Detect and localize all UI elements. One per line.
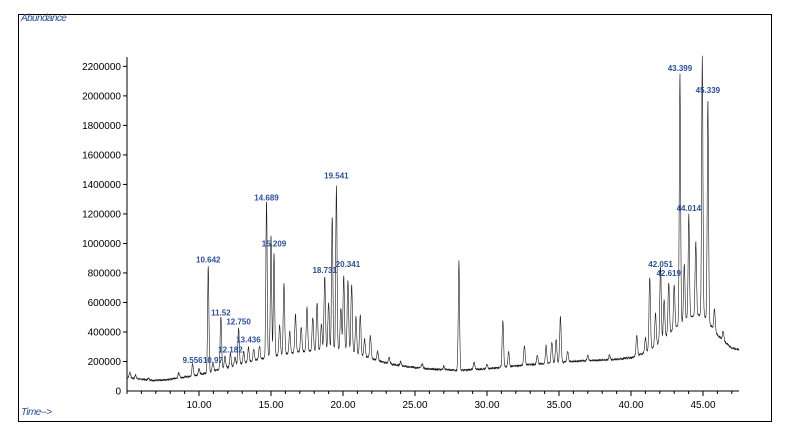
peak-label: 44.014: [677, 204, 702, 213]
peak-label: 13.436: [236, 335, 261, 344]
y-tick-label: 2200000: [82, 62, 121, 73]
peak-label: 18.731: [312, 266, 337, 275]
peak-label: 10.642: [196, 256, 221, 265]
x-axis-title: Time-->: [21, 407, 52, 418]
y-tick-label: 400000: [88, 327, 122, 338]
y-tick-label: 600000: [88, 298, 122, 309]
peak-label: 42.051: [648, 260, 673, 269]
peak-label: 43.399: [668, 64, 693, 73]
x-tick-label: 45.00: [690, 400, 715, 411]
peak-label: 11.52: [211, 309, 231, 318]
peak-label: 9.556: [183, 356, 204, 365]
x-tick-label: 10.00: [186, 400, 211, 411]
chromatogram-plot: 200000 400000 600000 800000 1000000 1200000 14…: [82, 55, 740, 411]
peak-label: 12.750: [226, 318, 251, 327]
x-tick-label: 40.00: [618, 400, 643, 411]
peak-label: 10.97: [203, 356, 224, 365]
peak-label: 12.182: [218, 346, 243, 355]
y-tick-label: 1200000: [82, 209, 121, 220]
y-tick-label: 1600000: [82, 150, 121, 161]
y-tick-label: 800000: [88, 268, 122, 279]
y-tick-label: 0: [115, 387, 121, 398]
peak-label: 45.339: [696, 86, 721, 95]
x-tick-label: 30.00: [474, 400, 499, 411]
x-tick-label: 25.00: [402, 400, 427, 411]
peak-label: 42.619: [656, 269, 681, 278]
chromatogram-trace: [126, 55, 740, 382]
peak-label: 19.541: [324, 171, 349, 180]
peak-label: 15.209: [262, 239, 287, 248]
y-tick-label: 1000000: [82, 239, 121, 250]
y-tick-label: 1800000: [82, 121, 121, 132]
x-tick-label: 35.00: [546, 400, 571, 411]
x-tick-label: 15.00: [258, 400, 283, 411]
y-tick-label: 2000000: [82, 91, 121, 102]
x-tick-label: 20.00: [330, 400, 355, 411]
peak-label: 14.689: [254, 194, 279, 203]
peak-label: 20.341: [336, 260, 361, 269]
chart-frame: Abundance Time--> 200000 400000 600000 8000…: [18, 13, 772, 422]
y-axis-title: Abundance: [21, 13, 67, 24]
y-tick-label: 1400000: [82, 180, 121, 191]
y-tick-label: 200000: [88, 357, 122, 368]
